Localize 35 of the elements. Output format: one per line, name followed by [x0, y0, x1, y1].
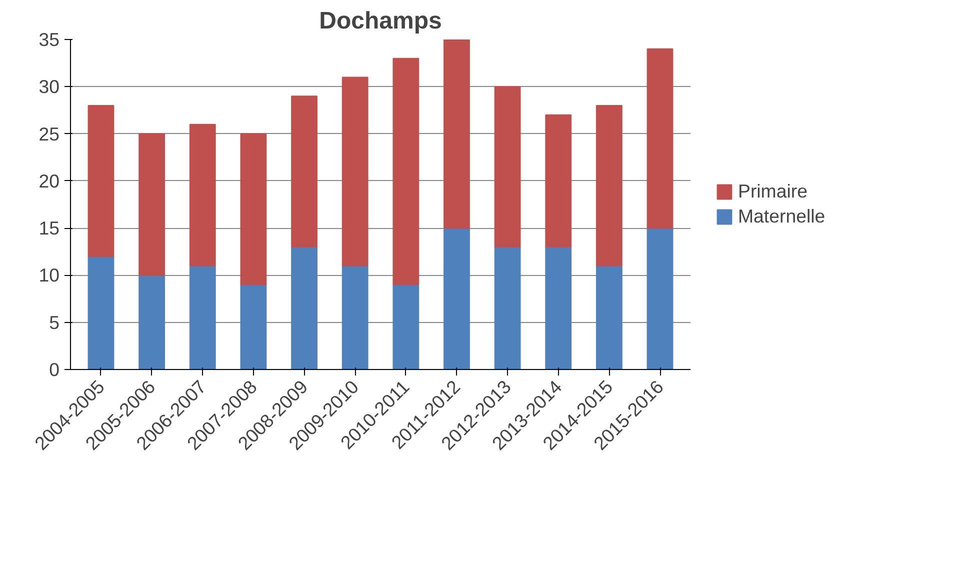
bar [392, 284, 420, 370]
bar [138, 133, 166, 276]
bar [646, 48, 674, 229]
bar [189, 265, 216, 370]
legend-label: Primaire [738, 180, 808, 202]
y-tick-label: 20 [38, 170, 60, 192]
bar [240, 133, 267, 286]
bar [646, 228, 674, 370]
bar [138, 274, 166, 370]
y-tick-label: 25 [38, 123, 60, 144]
bar [342, 265, 368, 370]
bar [88, 105, 114, 257]
bar [444, 40, 470, 229]
bar [494, 86, 521, 248]
bar [291, 246, 318, 370]
y-tick-label: 5 [49, 312, 60, 333]
bar [545, 246, 572, 370]
chart-title: Dochamps [319, 8, 442, 34]
y-tick-label: 15 [38, 218, 60, 239]
bar [494, 246, 521, 370]
legend-label: Maternelle [738, 206, 826, 228]
y-tick-label: 10 [38, 264, 60, 286]
y-tick-label: 0 [49, 359, 60, 380]
bar [88, 256, 114, 370]
bar [189, 124, 216, 266]
bar [596, 265, 622, 370]
bar [240, 284, 267, 370]
y-tick-label: 35 [38, 29, 60, 50]
y-tick-label: 30 [38, 76, 60, 98]
bar [342, 76, 368, 266]
bar [392, 58, 420, 286]
bar [596, 105, 622, 266]
bar [291, 96, 318, 248]
bar [444, 228, 470, 370]
bar [545, 114, 572, 248]
